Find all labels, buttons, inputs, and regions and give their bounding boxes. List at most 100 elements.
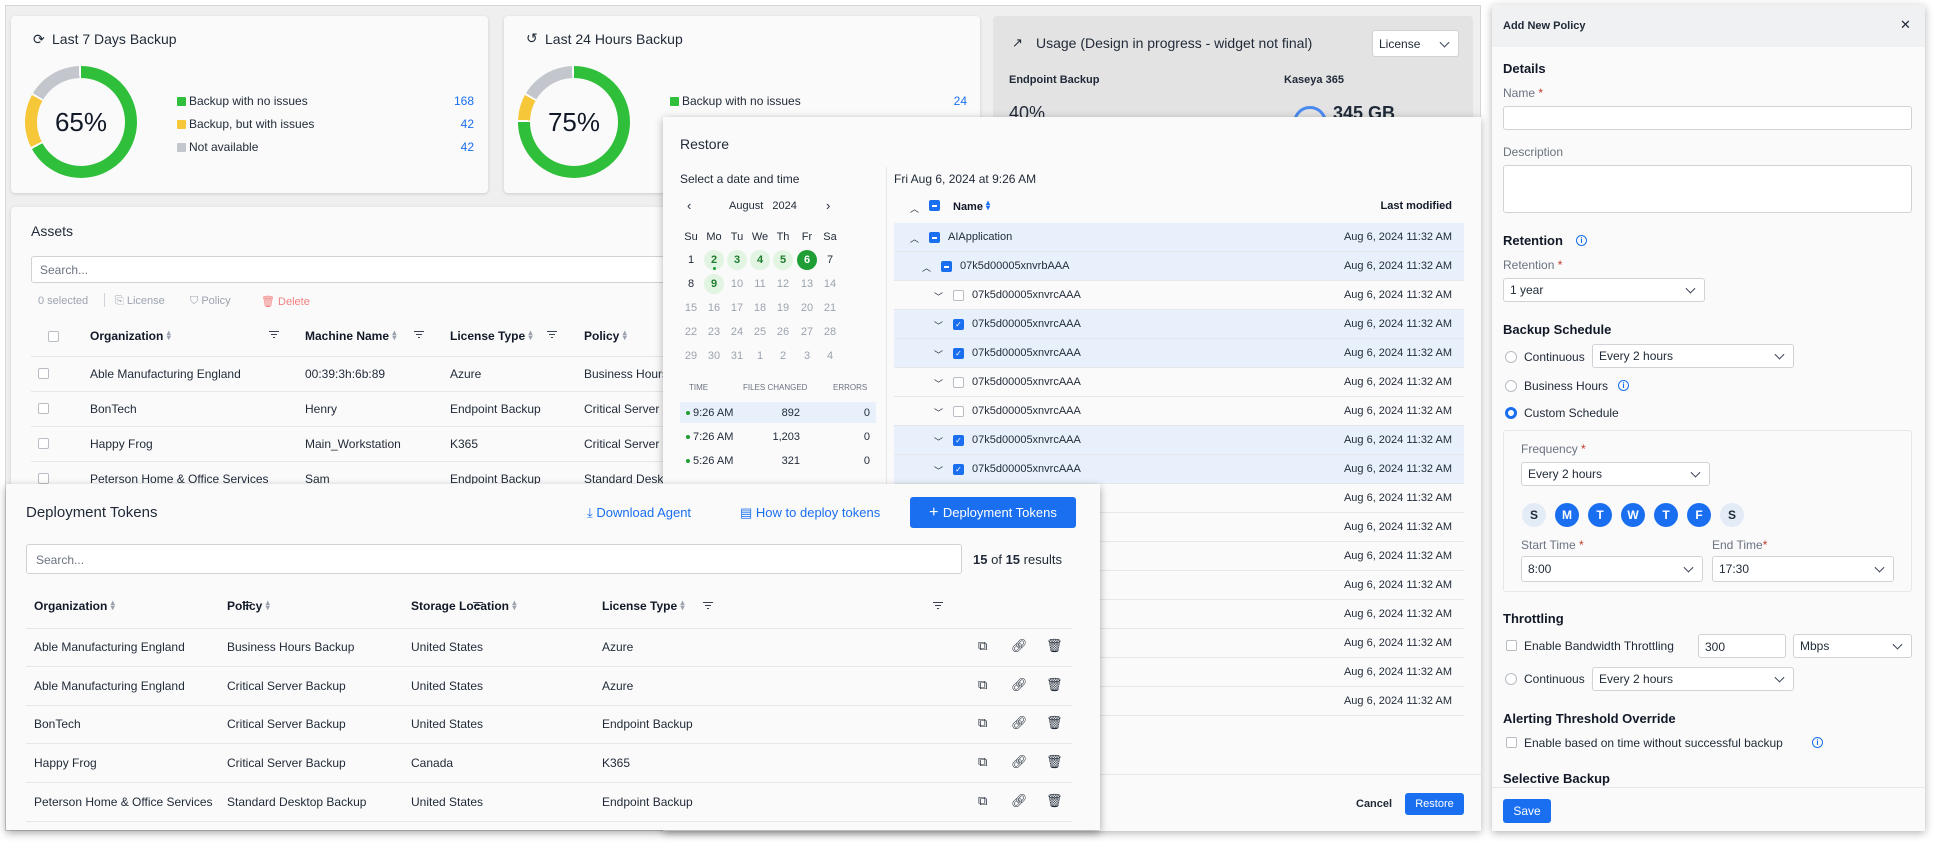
name-input[interactable] xyxy=(1503,106,1912,130)
chevron-down-icon[interactable]: ﹀ xyxy=(934,350,944,360)
calendar-day[interactable]: 16 xyxy=(707,302,721,314)
file-row[interactable] xyxy=(894,571,1464,600)
column-header[interactable]: License Type ▴ ▾ xyxy=(450,328,534,344)
sort-icon[interactable]: ▴ ▾ xyxy=(166,328,171,342)
trash-icon[interactable]: 🗑︎ xyxy=(1046,792,1063,808)
frequency-select[interactable]: Every 2 hours xyxy=(1521,462,1710,486)
file-row[interactable] xyxy=(894,339,1464,368)
calendar-day[interactable]: 1 xyxy=(687,254,695,266)
trash-icon[interactable]: 🗑︎ xyxy=(1046,754,1063,770)
calendar-day[interactable]: 20 xyxy=(800,302,814,314)
cancel-button[interactable]: Cancel xyxy=(1356,798,1393,810)
chevron-down-icon[interactable]: ﹀ xyxy=(934,466,944,476)
throttle-value-input[interactable]: 300 xyxy=(1698,634,1786,658)
sort-icon[interactable]: ▴ ▾ xyxy=(680,598,685,612)
trash-icon[interactable]: 🗑︎ xyxy=(1046,676,1063,692)
weekday-toggle[interactable]: T xyxy=(1588,503,1612,527)
add-deployment-token-button[interactable]: + Deployment Tokens xyxy=(910,497,1076,528)
file-checkbox[interactable] xyxy=(953,290,964,301)
file-checkbox[interactable] xyxy=(953,377,964,388)
legend-value[interactable]: 168 xyxy=(453,94,474,108)
calendar-day[interactable]: 28 xyxy=(823,326,837,338)
calendar-day[interactable]: 11 xyxy=(754,278,766,290)
row-checkbox[interactable] xyxy=(38,473,49,484)
delete-action[interactable]: 🗑 Delete xyxy=(261,295,310,308)
file-row[interactable] xyxy=(894,252,1464,281)
calendar-day[interactable]: 10 xyxy=(730,278,744,290)
info-icon[interactable]: i xyxy=(1812,737,1823,748)
calendar-day[interactable]: 12 xyxy=(776,278,790,290)
prev-month-button[interactable]: ‹ xyxy=(687,198,692,213)
filter-icon[interactable] xyxy=(703,602,713,610)
usage-type-select[interactable]: License xyxy=(1372,30,1459,57)
sort-icon[interactable]: ▴ ▾ xyxy=(265,598,270,612)
calendar-day[interactable]: 4 xyxy=(826,350,834,362)
link-icon[interactable]: 🔗︎ xyxy=(1011,676,1028,692)
calendar-day[interactable]: 3 xyxy=(803,350,811,362)
file-row[interactable] xyxy=(894,223,1464,252)
custom-schedule-radio[interactable] xyxy=(1505,407,1517,419)
link-icon[interactable]: 🔗︎ xyxy=(1011,754,1028,770)
select-all-checkbox[interactable] xyxy=(929,200,940,211)
legend-value[interactable]: 42 xyxy=(460,140,474,154)
calendar-day[interactable]: 17 xyxy=(730,302,744,314)
snapshot-time[interactable]: 5:26 AM xyxy=(693,455,734,467)
file-row[interactable] xyxy=(894,426,1464,455)
name-column-header[interactable]: Name ▴ ▾ xyxy=(953,199,992,214)
calendar-day[interactable]: 29 xyxy=(684,350,698,362)
calendar-day[interactable]: 23 xyxy=(707,326,721,338)
chevron-down-icon[interactable]: ﹀ xyxy=(934,408,944,418)
calendar-day[interactable]: 14 xyxy=(823,278,837,290)
column-header[interactable]: Organization ▴ ▾ xyxy=(34,598,117,614)
link-icon[interactable]: 🔗︎ xyxy=(1011,792,1028,808)
business-hours-radio[interactable] xyxy=(1505,380,1517,392)
calendar-day[interactable]: 27 xyxy=(800,326,814,338)
calendar-day[interactable]: 24 xyxy=(730,326,744,338)
file-row[interactable] xyxy=(894,310,1464,339)
how-to-deploy-link[interactable]: ▤ How to deploy tokens xyxy=(740,505,880,521)
start-time-select[interactable]: 8:00 xyxy=(1521,556,1703,582)
calendar-day[interactable]: 31 xyxy=(730,350,744,362)
calendar-day[interactable]: 22 xyxy=(684,326,698,338)
tokens-search-input[interactable]: Search... xyxy=(26,544,962,574)
info-icon[interactable]: i xyxy=(1576,235,1587,246)
calendar-day[interactable]: 8 xyxy=(687,278,695,290)
save-button[interactable]: Save xyxy=(1503,799,1551,823)
license-action[interactable]: ⎘ License xyxy=(115,295,165,308)
calendar-day[interactable]: 21 xyxy=(823,302,837,314)
next-month-button[interactable]: › xyxy=(826,198,831,213)
calendar-day[interactable]: 13 xyxy=(800,278,814,290)
calendar-day[interactable]: 1 xyxy=(756,350,764,362)
sort-icon[interactable]: ▴ ▾ xyxy=(110,598,115,612)
calendar-day[interactable]: 30 xyxy=(707,350,721,362)
file-row[interactable] xyxy=(894,281,1464,310)
calendar-day[interactable]: 7 xyxy=(826,254,834,266)
sort-icon[interactable]: ▴ ▾ xyxy=(512,598,517,612)
copy-icon[interactable]: ⧉ xyxy=(978,676,988,692)
calendar-day[interactable]: 19 xyxy=(776,302,790,314)
column-header[interactable]: Policy ▴ ▾ xyxy=(584,328,629,344)
row-checkbox[interactable] xyxy=(38,368,49,379)
filter-icon[interactable] xyxy=(473,602,483,610)
column-header[interactable]: Policy ▴ ▾ xyxy=(227,598,272,614)
sort-icon[interactable]: ▴ ▾ xyxy=(528,328,533,342)
snapshot-time[interactable]: 7:26 AM xyxy=(693,431,734,443)
sort-icon[interactable]: ▴ ▾ xyxy=(622,328,627,342)
calendar-day[interactable]: 3 xyxy=(727,250,747,270)
filter-icon[interactable] xyxy=(547,331,557,339)
file-row[interactable] xyxy=(894,397,1464,426)
filter-icon[interactable] xyxy=(933,602,943,610)
column-header[interactable]: License Type ▴ ▾ xyxy=(602,598,686,614)
file-row[interactable] xyxy=(894,455,1464,484)
link-icon[interactable]: 🔗︎ xyxy=(1011,638,1028,653)
weekday-toggle[interactable]: S xyxy=(1720,503,1744,527)
weekday-toggle[interactable]: M xyxy=(1555,503,1579,527)
chevron-down-icon[interactable]: ﹀ xyxy=(934,379,944,389)
throttle-continuous-radio[interactable] xyxy=(1505,673,1517,685)
select-all-checkbox[interactable] xyxy=(48,331,59,342)
assets-search-input[interactable]: Search... xyxy=(31,256,711,283)
legend-value[interactable]: 42 xyxy=(460,117,474,131)
trash-icon[interactable]: 🗑︎ xyxy=(1046,715,1063,731)
throttle-interval-select[interactable]: Every 2 hours xyxy=(1592,667,1794,691)
chevron-up-icon[interactable]: ︿ xyxy=(910,234,920,244)
